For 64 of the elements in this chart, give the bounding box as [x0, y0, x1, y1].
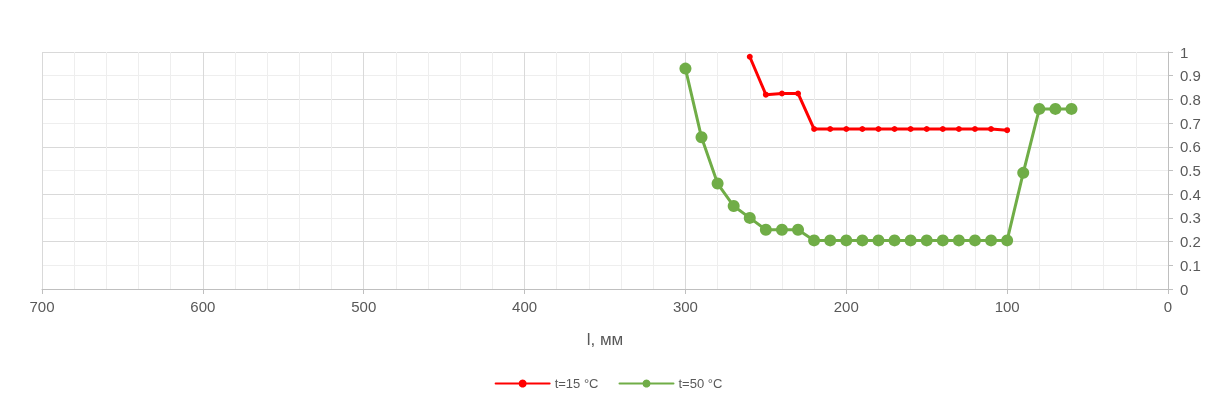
point	[856, 234, 869, 247]
point	[891, 126, 898, 133]
point	[762, 91, 769, 98]
y-tick-label: 0.8	[1180, 90, 1201, 108]
x-tick-label: 400	[512, 298, 538, 315]
point	[743, 211, 756, 224]
point	[759, 223, 772, 236]
y-tick-label: 0	[1180, 280, 1189, 298]
y-tick-label: 0.7	[1180, 114, 1201, 132]
x-tick-label: 300	[672, 298, 698, 315]
y-tick-label: 0.6	[1180, 138, 1201, 156]
x-tick-label: 0	[1163, 298, 1173, 315]
point	[778, 90, 785, 97]
point	[1017, 166, 1030, 179]
point	[968, 234, 981, 247]
x-axis-title: l, мм	[586, 330, 624, 349]
point	[1033, 102, 1046, 115]
point	[939, 126, 946, 133]
point	[907, 126, 914, 133]
x-tick-label: 700	[29, 298, 55, 315]
point	[985, 234, 998, 247]
point	[955, 126, 962, 133]
point	[746, 53, 753, 60]
point	[824, 234, 837, 247]
point	[988, 126, 995, 133]
point	[923, 126, 930, 133]
point	[811, 126, 818, 133]
point	[904, 234, 917, 247]
x-tick-label: 200	[833, 298, 859, 315]
point	[1065, 102, 1078, 115]
y-tick-label: 1	[1180, 43, 1189, 61]
y-tick-label: 0.9	[1180, 67, 1201, 85]
point	[859, 126, 866, 133]
point	[1004, 127, 1011, 134]
point	[775, 223, 788, 236]
y-tick-label: 0.3	[1180, 209, 1201, 227]
x-tick-label: 500	[351, 298, 377, 315]
point	[792, 223, 805, 236]
point	[872, 234, 885, 247]
point	[843, 126, 850, 133]
legend-label: t=15 °C	[554, 376, 599, 391]
point	[920, 234, 933, 247]
y-tick-label: 0.5	[1180, 162, 1201, 179]
point	[1049, 102, 1062, 115]
point	[875, 126, 882, 133]
legend-label: t=50 °C	[678, 376, 723, 391]
point	[971, 126, 978, 133]
point	[827, 126, 834, 133]
point	[936, 234, 949, 247]
point	[679, 62, 692, 75]
x-tick-label: 100	[994, 298, 1020, 315]
y-tick-label: 0.1	[1180, 256, 1201, 274]
y-tick-label: 0.4	[1180, 185, 1201, 203]
point	[840, 234, 853, 247]
point	[711, 177, 724, 190]
x-tick-label: 600	[190, 298, 216, 315]
point	[1001, 234, 1014, 247]
point	[952, 234, 965, 247]
point	[808, 234, 821, 247]
point	[695, 131, 708, 144]
point	[727, 200, 740, 213]
point	[888, 234, 901, 247]
y-tick-label: 0.2	[1180, 233, 1201, 251]
point	[795, 90, 802, 97]
